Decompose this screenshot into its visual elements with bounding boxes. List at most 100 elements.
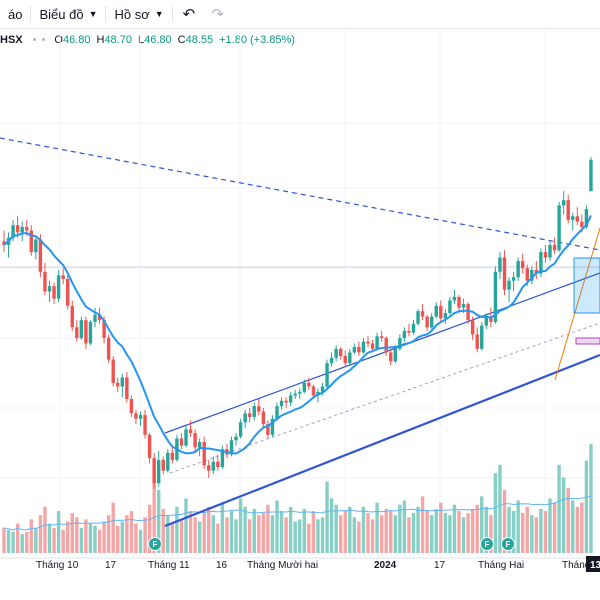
toolbar-left-item[interactable]: áo — [0, 0, 30, 28]
candle-body — [420, 311, 425, 317]
candle-body — [402, 330, 407, 339]
event-badge-label: F — [506, 540, 511, 549]
candle-body — [70, 305, 74, 328]
candle-body — [143, 415, 147, 435]
candle-body — [266, 424, 270, 435]
volume-bar — [43, 506, 47, 553]
trend-lines — [0, 137, 600, 528]
volume-bar — [343, 511, 347, 553]
candle-body — [448, 300, 452, 313]
candle-body — [493, 271, 498, 322]
candle-body — [102, 320, 106, 339]
volume-bar — [284, 517, 288, 553]
volume-bar — [398, 504, 402, 553]
candle-body — [584, 209, 589, 227]
redo-icon[interactable]: ↷ — [211, 6, 224, 23]
candle-body — [357, 347, 361, 353]
candle-body — [52, 286, 56, 299]
volume-bar — [539, 508, 543, 553]
candle-body — [38, 239, 43, 272]
volume-bar — [584, 460, 589, 553]
volume-bar — [106, 515, 111, 553]
candle-body — [434, 305, 438, 317]
candle-body — [66, 278, 70, 306]
volume-bar — [302, 508, 306, 553]
volume-bar — [461, 517, 466, 553]
candle-body — [320, 386, 325, 392]
candle-body — [15, 225, 20, 233]
candle-body — [502, 257, 507, 290]
event-badge-label: F — [153, 540, 158, 549]
volume-bar — [248, 519, 252, 553]
close-value: 48.55 — [185, 34, 214, 46]
volume-bar — [316, 519, 320, 553]
candle-body — [507, 280, 511, 290]
volume-bar — [220, 502, 225, 553]
volume-bar — [375, 502, 379, 553]
volume-bar — [502, 490, 507, 553]
volume-bar — [557, 464, 561, 553]
volume-bar — [366, 513, 370, 553]
candle-body — [211, 461, 215, 471]
candle-body — [361, 341, 366, 353]
volume-bar — [416, 506, 420, 553]
volume-bar — [420, 496, 425, 553]
volume-bar — [370, 519, 375, 553]
volume-bar — [580, 502, 584, 553]
high-value: 48.70 — [104, 34, 132, 46]
volume-bar — [52, 527, 56, 553]
candle-body — [439, 305, 443, 319]
candle-body — [29, 230, 33, 253]
candle-body — [393, 348, 397, 362]
event-badge-circle — [480, 537, 494, 551]
volume-bar — [498, 464, 502, 553]
candle-body — [179, 438, 184, 446]
candle-body — [202, 442, 206, 466]
candle-body — [548, 244, 552, 258]
time-axis-label: 16 — [216, 560, 228, 571]
candle-body — [398, 338, 402, 349]
volume-bar — [511, 511, 516, 553]
candle-body — [480, 325, 484, 349]
candle-body — [166, 452, 170, 471]
profile-menu-button[interactable]: Hồ sơ ▼ — [106, 0, 171, 28]
change-value: +1.80 (+3.85%) — [219, 34, 295, 46]
volume-bar — [6, 529, 11, 553]
event-badge-label: F — [485, 540, 490, 549]
volume-bar — [361, 506, 366, 553]
price-chart[interactable]: F F F Tháng 10 17 Tháng 11 16 Tháng Mười hai 20… — [0, 28, 600, 600]
candle-body — [580, 221, 584, 227]
candle-body — [238, 422, 243, 437]
candle-body — [348, 352, 352, 364]
volume-bar — [279, 511, 284, 553]
candle-body — [147, 434, 152, 459]
candle-body — [557, 205, 561, 251]
status-dots: • • — [32, 34, 47, 46]
candle-body — [457, 296, 461, 308]
volume-bar — [589, 443, 593, 553]
candle-body — [375, 336, 379, 349]
candle-body — [197, 442, 202, 448]
chart-menu-label: Biểu đồ — [39, 6, 84, 22]
volume-bar — [143, 517, 147, 553]
candle-body — [389, 352, 393, 362]
candle-body — [229, 440, 234, 455]
volume-bar — [211, 515, 215, 553]
undo-icon[interactable]: ↶ — [182, 6, 196, 23]
event-badge: F — [148, 537, 162, 551]
candle-body — [106, 338, 111, 360]
volume-bar — [384, 508, 388, 553]
candle-body — [366, 341, 370, 344]
candle-body — [530, 270, 534, 281]
volume-bar — [325, 481, 329, 553]
volume-bar — [229, 511, 234, 553]
candle-body — [407, 330, 411, 333]
volume-bar — [575, 506, 579, 553]
volume-bar — [525, 506, 529, 553]
volume-bar — [434, 508, 438, 553]
chart-menu-button[interactable]: Biểu đồ ▼ — [31, 0, 105, 28]
candle-body — [352, 347, 357, 353]
volume-bar — [298, 519, 302, 553]
candle-body — [79, 320, 84, 339]
volume-bar — [166, 515, 170, 553]
